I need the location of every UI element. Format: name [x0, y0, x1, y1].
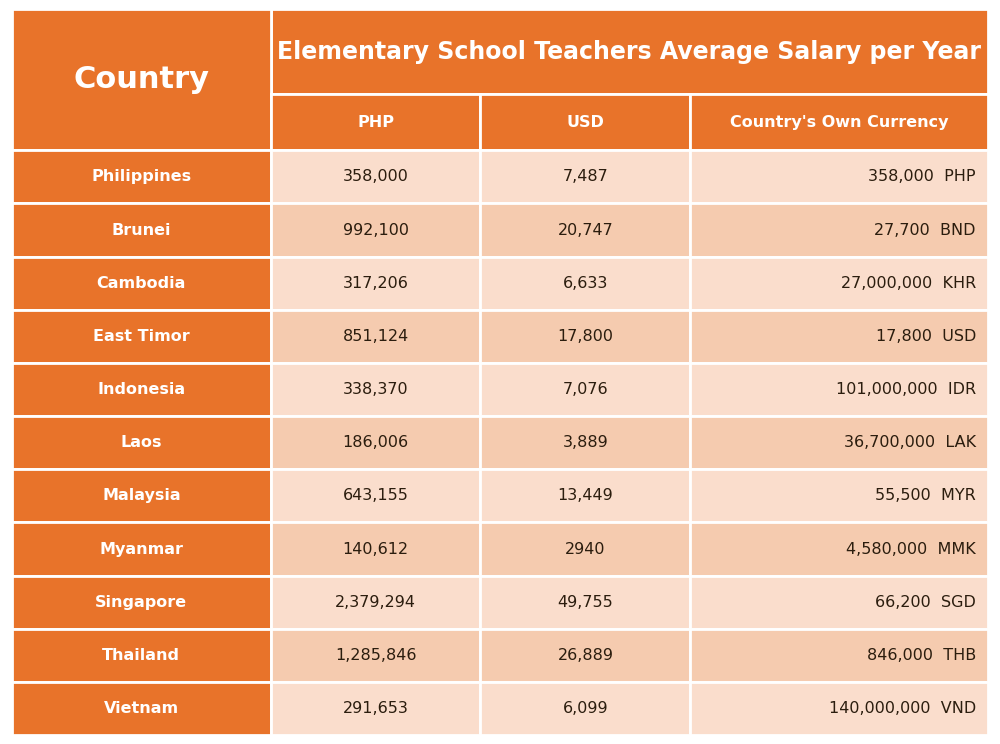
Text: 291,653: 291,653 — [343, 701, 408, 716]
Text: 992,100: 992,100 — [343, 222, 409, 237]
Bar — [690, 257, 988, 310]
Bar — [690, 469, 988, 522]
Text: Malaysia: Malaysia — [102, 488, 181, 504]
Text: 36,700,000  LAK: 36,700,000 LAK — [844, 435, 976, 450]
Bar — [690, 363, 988, 416]
Bar — [690, 682, 988, 735]
Bar — [480, 576, 690, 629]
Bar — [12, 363, 271, 416]
Text: Philippines: Philippines — [91, 170, 191, 185]
Text: Cambodia: Cambodia — [97, 276, 186, 291]
Bar — [271, 682, 480, 735]
Text: Singapore: Singapore — [95, 594, 187, 609]
Bar — [12, 469, 271, 522]
Bar — [12, 203, 271, 257]
Bar — [12, 310, 271, 363]
Bar — [480, 363, 690, 416]
Text: 6,633: 6,633 — [563, 276, 608, 291]
Bar — [480, 203, 690, 257]
Bar — [12, 257, 271, 310]
Bar — [271, 363, 480, 416]
Bar — [480, 682, 690, 735]
Text: Country: Country — [73, 65, 209, 94]
Bar — [690, 94, 988, 150]
Bar — [480, 522, 690, 576]
Text: 6,099: 6,099 — [563, 701, 608, 716]
Text: Laos: Laos — [121, 435, 162, 450]
Bar — [271, 629, 480, 682]
Bar — [690, 310, 988, 363]
Text: 17,800  USD: 17,800 USD — [876, 329, 976, 344]
Bar — [12, 576, 271, 629]
Text: 140,000,000  VND: 140,000,000 VND — [829, 701, 976, 716]
Text: 17,800: 17,800 — [557, 329, 613, 344]
Bar — [480, 629, 690, 682]
Text: 643,155: 643,155 — [343, 488, 408, 504]
Bar — [690, 576, 988, 629]
Bar — [271, 416, 480, 469]
Bar — [271, 310, 480, 363]
Bar — [12, 629, 271, 682]
Bar — [480, 310, 690, 363]
Bar — [271, 203, 480, 257]
Bar — [12, 522, 271, 576]
Text: 3,889: 3,889 — [563, 435, 608, 450]
Text: 7,487: 7,487 — [563, 170, 608, 185]
Text: 2940: 2940 — [565, 542, 606, 557]
Text: East Timor: East Timor — [93, 329, 190, 344]
Text: 851,124: 851,124 — [342, 329, 409, 344]
Bar — [12, 682, 271, 735]
Text: 338,370: 338,370 — [343, 382, 408, 397]
Text: 358,000  PHP: 358,000 PHP — [868, 170, 976, 185]
Text: Vietnam: Vietnam — [104, 701, 179, 716]
Text: 20,747: 20,747 — [558, 222, 613, 237]
Bar — [12, 416, 271, 469]
Bar — [480, 257, 690, 310]
Text: USD: USD — [566, 115, 604, 130]
Text: 317,206: 317,206 — [343, 276, 408, 291]
Text: Brunei: Brunei — [112, 222, 171, 237]
Text: Thailand: Thailand — [102, 648, 180, 663]
Bar — [271, 469, 480, 522]
Bar — [271, 9, 988, 94]
Bar — [271, 150, 480, 203]
Bar — [480, 94, 690, 150]
Bar — [271, 94, 480, 150]
Bar — [690, 416, 988, 469]
Text: 13,449: 13,449 — [558, 488, 613, 504]
Bar — [480, 416, 690, 469]
Text: 27,000,000  KHR: 27,000,000 KHR — [841, 276, 976, 291]
Text: Myanmar: Myanmar — [99, 542, 183, 557]
Bar — [480, 150, 690, 203]
Text: 140,612: 140,612 — [342, 542, 409, 557]
Text: 26,889: 26,889 — [557, 648, 613, 663]
Text: 49,755: 49,755 — [558, 594, 613, 609]
Text: 358,000: 358,000 — [343, 170, 408, 185]
Text: 7,076: 7,076 — [563, 382, 608, 397]
Text: PHP: PHP — [357, 115, 394, 130]
Text: Country's Own Currency: Country's Own Currency — [730, 115, 948, 130]
Bar — [12, 150, 271, 203]
Text: 55,500  MYR: 55,500 MYR — [875, 488, 976, 504]
Bar — [271, 257, 480, 310]
Bar — [690, 150, 988, 203]
Bar — [12, 9, 271, 150]
Bar — [690, 629, 988, 682]
Text: 186,006: 186,006 — [342, 435, 409, 450]
Text: Indonesia: Indonesia — [97, 382, 185, 397]
Text: 66,200  SGD: 66,200 SGD — [875, 594, 976, 609]
Text: 846,000  THB: 846,000 THB — [867, 648, 976, 663]
Text: 4,580,000  MMK: 4,580,000 MMK — [846, 542, 976, 557]
Text: 2,379,294: 2,379,294 — [335, 594, 416, 609]
Text: 101,000,000  IDR: 101,000,000 IDR — [836, 382, 976, 397]
Text: Elementary School Teachers Average Salary per Year: Elementary School Teachers Average Salar… — [277, 39, 981, 64]
Text: 27,700  BND: 27,700 BND — [874, 222, 976, 237]
Bar — [271, 522, 480, 576]
Bar — [480, 469, 690, 522]
Bar — [690, 203, 988, 257]
Text: 1,285,846: 1,285,846 — [335, 648, 416, 663]
Bar — [271, 576, 480, 629]
Bar — [690, 522, 988, 576]
